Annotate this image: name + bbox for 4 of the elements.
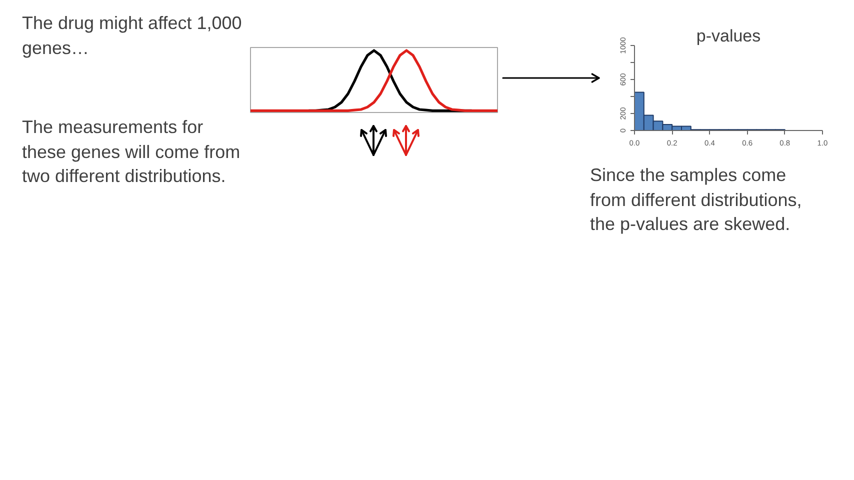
- text: The drug might affect 1,000 genes…: [22, 12, 243, 60]
- text: Since the samples come from different distributions, the p-values are skewed.: [590, 164, 803, 236]
- text: The measurements for these genes will come from two different distributions.: [22, 116, 242, 188]
- chart-title: p-values: [696, 26, 761, 46]
